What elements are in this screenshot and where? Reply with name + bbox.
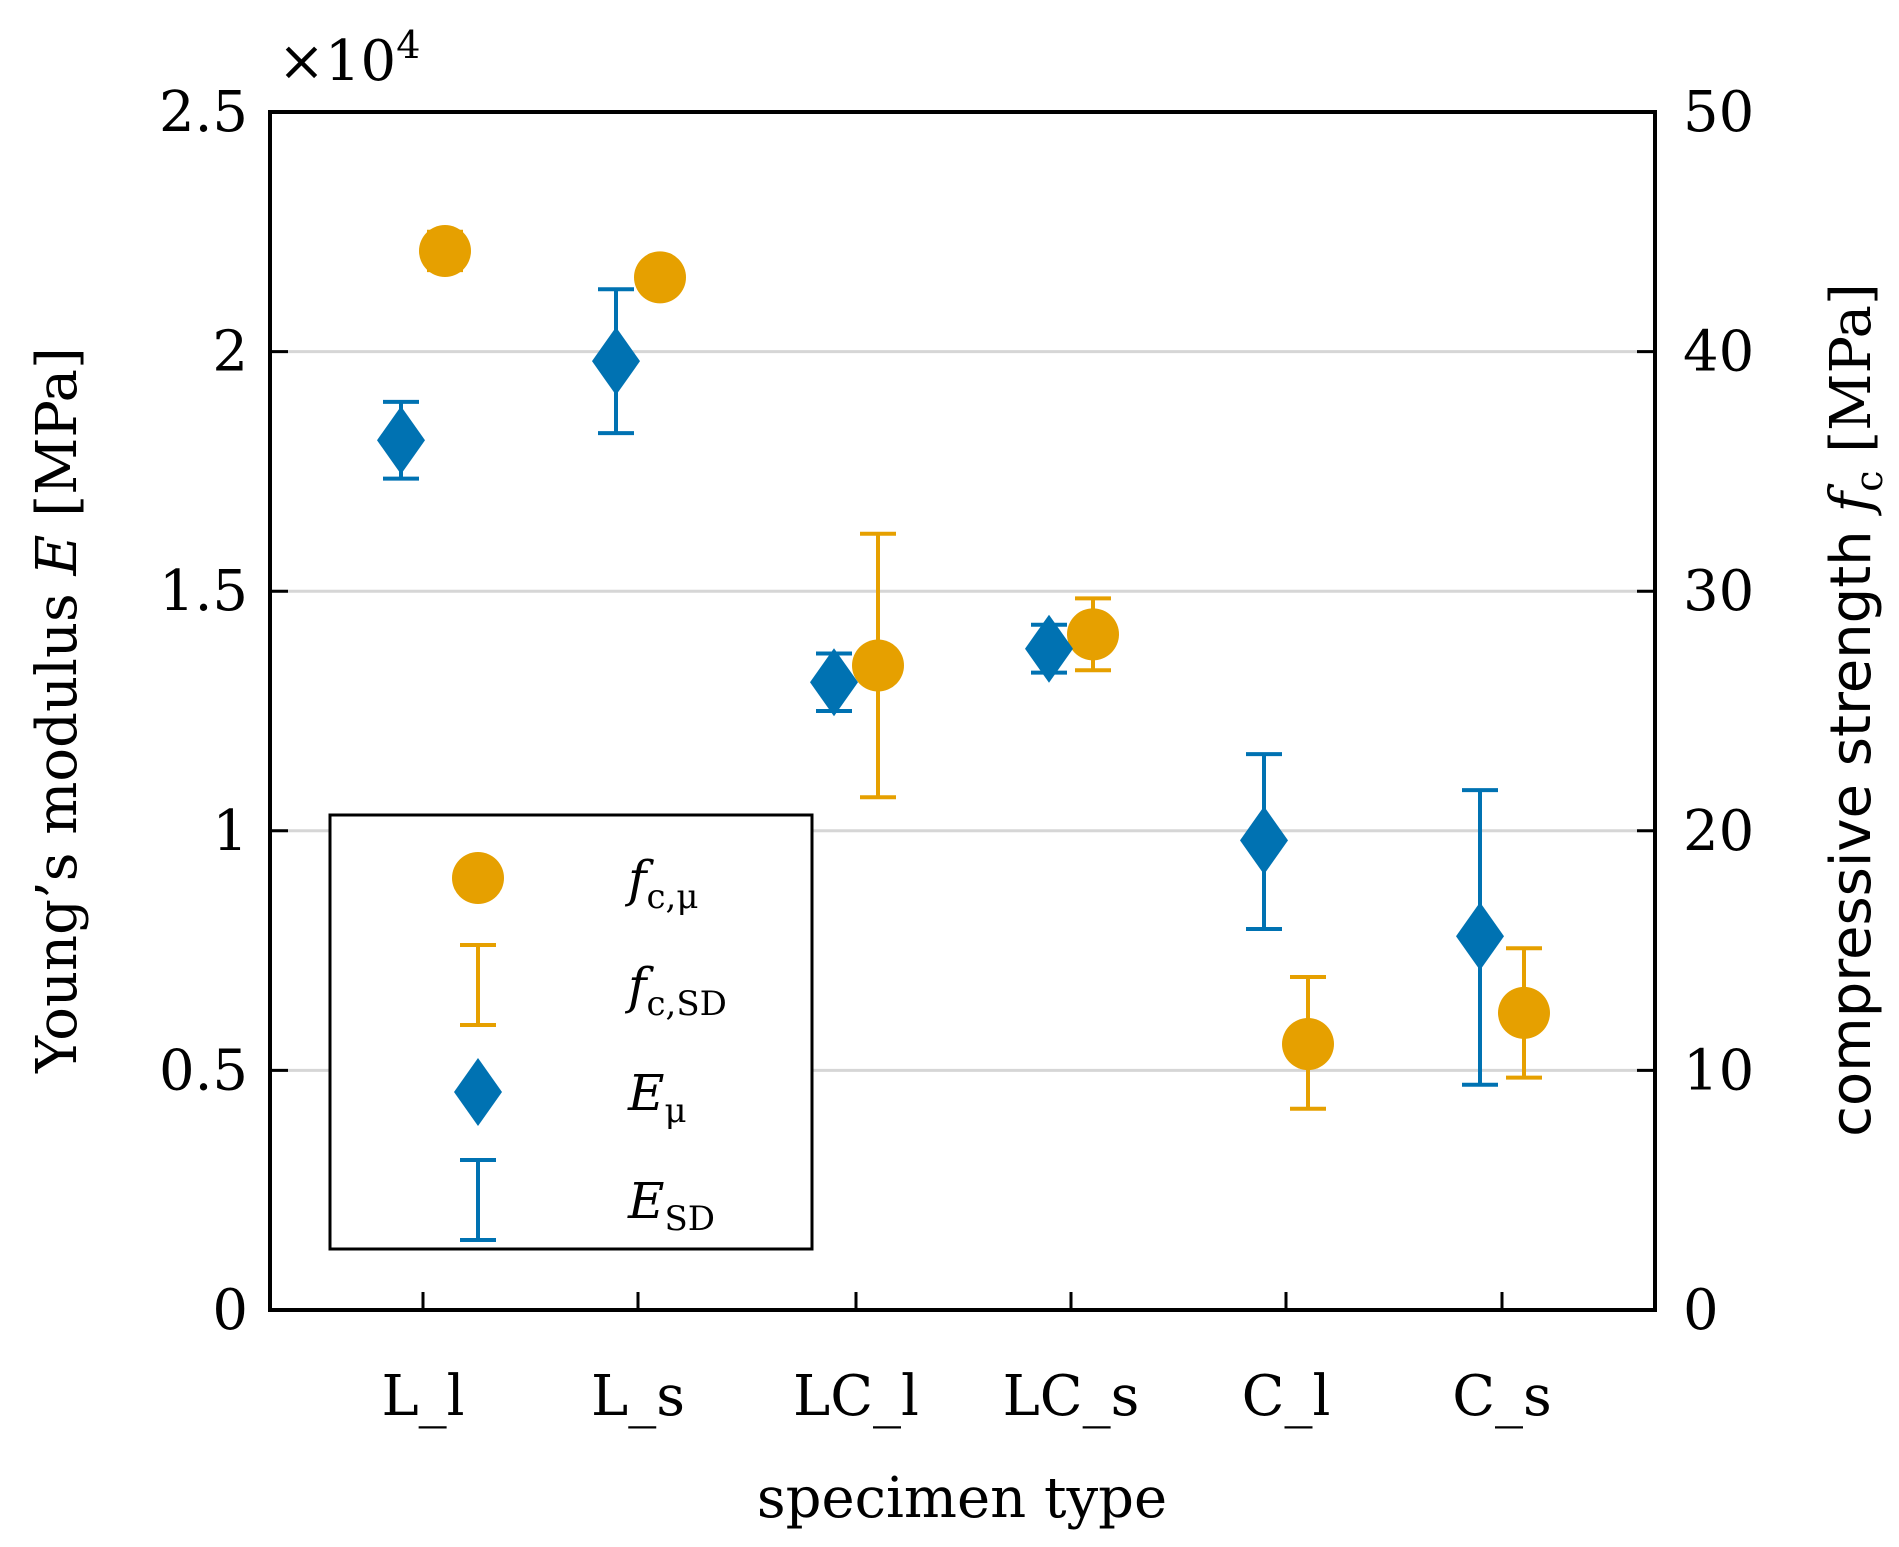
right-tick-label: 30 — [1683, 559, 1754, 624]
e-mean-point — [1025, 614, 1073, 683]
exponent-label: ×104 — [278, 23, 420, 94]
e-mean-point — [810, 648, 858, 717]
legend-symbol-errorbar — [460, 943, 496, 1027]
fc-series — [419, 224, 1550, 1111]
y-left-title-part1: Young’s modulus — [25, 575, 90, 1073]
fc-mean-point — [634, 251, 686, 304]
e-mean-point — [377, 406, 425, 475]
fc-mean-point — [1067, 608, 1119, 661]
x-axis-title: specimen type — [757, 1466, 1167, 1531]
legend-label-main: E — [627, 1064, 665, 1122]
x-tick-label: LC_s — [1003, 1364, 1140, 1429]
y-right-title-sub: c — [1847, 470, 1891, 491]
e-mean-point — [592, 327, 640, 396]
legend-label-main: E — [627, 1172, 665, 1230]
right-tick-label: 0 — [1683, 1278, 1719, 1343]
legend-label-sub: μ — [665, 1091, 687, 1131]
left-tick-label: 1.5 — [159, 559, 248, 624]
y-right-axis-title: compressive strength fc [MPa] — [1819, 283, 1891, 1137]
legend-label-sub: SD — [665, 1199, 716, 1239]
right-tick-label: 40 — [1683, 320, 1754, 385]
right-tick-label: 50 — [1683, 80, 1754, 145]
y-left-title-unit: [MPa] — [25, 347, 90, 534]
x-tick-label: L_l — [381, 1364, 464, 1429]
left-tick-label: 0 — [212, 1278, 248, 1343]
y-right-title-unit: [MPa] — [1819, 283, 1884, 470]
legend-symbol-circle — [452, 852, 504, 904]
left-tick-label: 2 — [212, 320, 248, 385]
legend-symbol-errorbar — [460, 1158, 496, 1242]
x-tick-label: C_l — [1242, 1364, 1331, 1429]
e-mean-point — [1456, 902, 1504, 971]
y-right-title-part1: compressive strength — [1819, 513, 1884, 1137]
fc-mean-point — [1498, 986, 1550, 1039]
right-tick-label: 20 — [1683, 799, 1754, 864]
left-tick-label: 0.5 — [159, 1038, 248, 1103]
x-tick-label: LC_l — [793, 1364, 919, 1429]
left-tick-label: 2.5 — [159, 80, 248, 145]
legend-label-sub: c,μ — [647, 877, 699, 917]
legend-box — [328, 813, 814, 1251]
exponent-base: ×10 — [278, 29, 396, 94]
y-left-title-var: E — [25, 535, 90, 577]
left-axis: 0 0.5 1 1.5 2 2.5 — [159, 80, 288, 1343]
right-axis: 0 10 20 30 40 50 — [1637, 80, 1754, 1343]
fc-mean-point — [419, 224, 471, 277]
y-left-axis-title: Young’s modulus E [MPa] — [25, 347, 90, 1074]
e-mean-point — [1240, 806, 1288, 875]
x-tick-label: L_s — [591, 1364, 685, 1429]
legend-label: Eμ — [627, 1064, 687, 1131]
x-tick-label: C_s — [1452, 1364, 1552, 1429]
right-tick-label: 10 — [1683, 1038, 1754, 1103]
plot-frame — [268, 110, 1657, 1312]
fc-mean-point — [1282, 1018, 1334, 1071]
x-axis: L_l L_s LC_l LC_s C_l C_s — [381, 1292, 1552, 1429]
legend-symbol-diamond — [454, 1058, 502, 1126]
legend-label: fc,μ — [624, 850, 698, 917]
legend-label: ESD — [627, 1172, 715, 1239]
exponent-power: 4 — [396, 23, 420, 67]
legend-label-sub: c,SD — [647, 984, 727, 1024]
e-series — [377, 287, 1504, 1087]
fc-mean-point — [852, 639, 904, 692]
left-tick-label: 1 — [212, 799, 248, 864]
